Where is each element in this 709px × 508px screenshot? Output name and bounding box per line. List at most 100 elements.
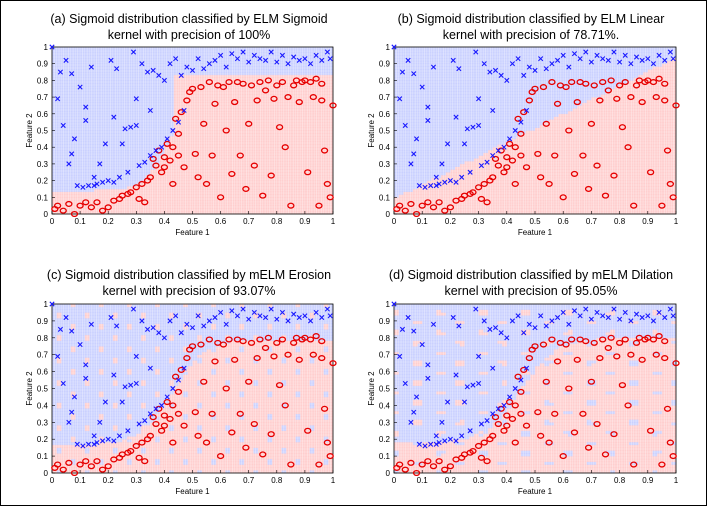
plot-a-point-x <box>274 59 280 65</box>
plot-b-xtick-label: 0.5 <box>529 217 541 226</box>
plot-a-point-o <box>160 154 169 161</box>
plot-a-point-o <box>253 97 261 104</box>
plot-a-point-o <box>219 84 228 91</box>
plot-d-xtick-label: 0.6 <box>558 476 570 485</box>
plot-b-point-x <box>498 72 504 78</box>
plot-d-point-x <box>490 365 496 371</box>
plot-a-point-x <box>69 151 75 157</box>
plot-c-point-x <box>133 353 139 359</box>
plot-d-point-o <box>587 378 596 385</box>
plot-a-xtick-label: 0.6 <box>215 217 227 226</box>
plot-b-point-o <box>661 80 669 87</box>
plot-d-point-x <box>571 308 578 314</box>
plot-d-point-x <box>459 433 465 439</box>
plot-d-point-x <box>507 394 513 400</box>
panel-b-title-line1: (b) Sigmoid distribution classified by E… <box>397 12 665 26</box>
plot-d-point-o <box>511 439 519 446</box>
plot-b-point-x <box>518 119 524 125</box>
plot-a-point-o <box>93 199 101 206</box>
plot-d-xtick-label: 1 <box>674 476 679 485</box>
plot-d-xtick-label: 0.8 <box>614 476 626 485</box>
plot-a-point-o <box>191 150 199 157</box>
plot-d-point-o <box>424 458 432 465</box>
plot-c-point-x <box>153 406 159 412</box>
plot-b-ylabel: Feature 2 <box>367 113 376 148</box>
plot-c-point-o <box>239 338 247 345</box>
plot-a-ylabel: Feature 2 <box>25 113 34 148</box>
plot-a-point-x <box>159 144 165 150</box>
plot-c-point-o <box>329 360 337 367</box>
plot-b-ytick-label: 0.6 <box>379 110 391 119</box>
plot-d-xtick-label: 0.3 <box>473 476 485 485</box>
plot-c-xtick-label: 0.7 <box>243 476 255 485</box>
plot-c-point-o <box>320 405 329 412</box>
plot-c-point-o <box>281 402 289 409</box>
plot-a-point-x <box>77 84 83 90</box>
plot-b-point-x <box>442 179 448 185</box>
plot-c-point-o <box>149 414 157 421</box>
plot-c-point-o <box>127 447 135 455</box>
plot-a-point-x <box>119 141 125 147</box>
plot-a-point-o <box>180 164 188 171</box>
plot-b-point-x <box>408 161 414 167</box>
plot-b-point-x <box>416 183 422 189</box>
plot-c-point-x <box>189 325 196 331</box>
plot-d-point-o <box>632 339 641 346</box>
plot-b-point-x <box>492 67 499 73</box>
plot-c-point-x <box>268 306 274 312</box>
plot-b-point-x <box>447 178 453 184</box>
plot-c-point-o <box>132 442 140 450</box>
plot-c-xlabel: Feature 1 <box>175 487 210 496</box>
plot-a-point-o <box>329 102 337 109</box>
plot-d-point-x <box>670 313 676 319</box>
plot-b-point-o <box>500 169 508 176</box>
plot-b-point-x <box>501 144 507 150</box>
plot-a-point-x <box>60 122 66 129</box>
plot-b-point-x <box>484 159 490 165</box>
plot-b-point-o <box>562 84 570 91</box>
plot-c-point-o <box>219 341 228 348</box>
plot-a-point-o <box>174 152 183 159</box>
plot-a-point-o <box>169 180 177 187</box>
plot-b-point-x <box>617 59 623 65</box>
plot-c-point-o <box>245 378 253 385</box>
plot-b-point-o <box>531 85 539 92</box>
plot-b-point-o <box>559 194 567 201</box>
plot-c-point-x <box>296 314 302 321</box>
plot-a-point-o <box>169 144 177 151</box>
plot-a-xtick-label: 0.4 <box>159 217 171 226</box>
plot-a-ytick-label: 1 <box>44 43 49 52</box>
plot-b-point-x <box>645 56 651 62</box>
plot-c-point-x <box>128 382 134 388</box>
plot-c-point-x <box>119 399 125 405</box>
plot-a-point-x <box>178 72 184 78</box>
plot-b-ytick-label: 0.9 <box>379 60 391 69</box>
plot-b-point-x <box>622 52 628 58</box>
plot-a-point-x <box>268 49 274 55</box>
plot-d-point-o <box>491 414 500 421</box>
plot-c-point-x <box>327 313 333 319</box>
plot-b-point-x <box>399 69 406 75</box>
plot-b-point-x <box>594 52 600 58</box>
plot-b-point-o <box>424 199 432 206</box>
plot-c-point-o <box>278 336 287 343</box>
plot-a-point-o <box>202 180 211 187</box>
plot-d-point-o <box>584 444 593 451</box>
plot-c-point-o <box>87 463 95 470</box>
plot-b-point-x <box>633 54 640 60</box>
plot-b-point-o <box>514 115 522 122</box>
plot-c-point-o <box>315 461 323 468</box>
plot-b-point-o <box>607 77 615 84</box>
plot-b-point-x <box>436 181 442 187</box>
plot-d-xlabel: Feature 1 <box>518 487 553 496</box>
plot-c-point-o <box>312 333 320 340</box>
plot-c-point-o <box>290 339 298 346</box>
plot-a-ytick-label: 0.3 <box>37 160 49 169</box>
plot-d-ytick-label: 0.9 <box>379 317 391 326</box>
plot-c-point-x <box>91 441 97 447</box>
plot-c-ytick-label: 0.6 <box>37 368 49 377</box>
plot-c-point-x <box>85 441 92 447</box>
plot-c-point-x <box>74 441 80 447</box>
plot-a-point-o <box>194 174 202 181</box>
